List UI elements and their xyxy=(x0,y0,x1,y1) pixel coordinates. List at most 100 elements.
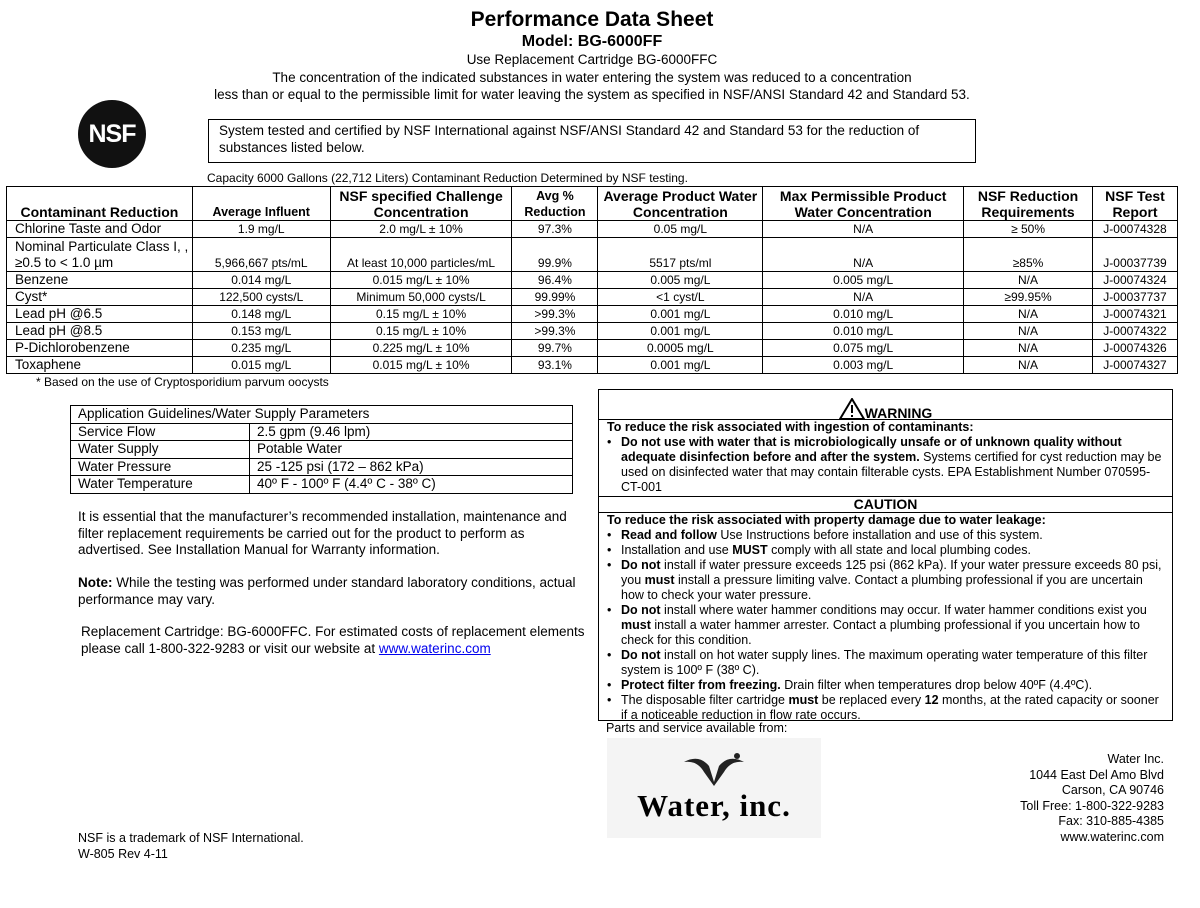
parameter-label: Service Flow xyxy=(70,422,250,441)
table-row: Lead pH @8.5 0.153 mg/L 0.15 mg/L ± 10% >99… xyxy=(6,322,1178,340)
revision-code: W-805 Rev 4-11 xyxy=(78,846,168,861)
fax-line: Fax: 310-885-4385 xyxy=(1058,814,1164,828)
table-cell: Lead pH @8.5 xyxy=(6,322,193,340)
table-cell: 93.1% xyxy=(511,356,599,374)
intro-line: less than or equal to the permissible li… xyxy=(214,87,970,102)
table-row: Lead pH @6.5 0.148 mg/L 0.15 mg/L ± 10% >99… xyxy=(6,305,1178,323)
table-cell: 0.001 mg/L xyxy=(597,356,764,374)
parameter-label: Water Temperature xyxy=(70,475,250,494)
column-header: Contaminant Reduction xyxy=(6,186,193,221)
table-cell: N/A xyxy=(963,271,1093,289)
table-cell: 0.015 mg/L ± 10% xyxy=(329,271,513,289)
parameters-title-row: Application Guidelines/Water Supply Para… xyxy=(70,405,573,424)
note-label: Note: xyxy=(78,575,113,590)
table-cell: 99.99% xyxy=(511,288,599,306)
address-line: 1044 East Del Amo Blvd xyxy=(1029,767,1164,782)
intro-text: The concentration of the indicated subst… xyxy=(0,69,1184,103)
parts-service-text: Parts and service available from: xyxy=(606,721,788,735)
table-cell: 0.015 mg/L xyxy=(191,356,331,374)
caution-item-text: install if water pressure exceeds 125 ps… xyxy=(621,558,1162,587)
table-cell: 99.7% xyxy=(511,339,599,357)
warning-item-text: Systems certified for cyst reduction may… xyxy=(621,450,1162,494)
parameter-row: Water Supply Potable Water xyxy=(70,440,573,459)
caution-intro: To reduce the risk associated with prope… xyxy=(607,513,1046,527)
table-cell: <1 cyst/L xyxy=(597,288,764,306)
table-header-row: Contaminant Reduction Average Influent NSF… xyxy=(6,186,1178,221)
warning-title: WARNING xyxy=(864,405,933,421)
table-cell: Chlorine Taste and Odor xyxy=(6,220,193,238)
trademark-note: NSF is a trademark of NSF International. xyxy=(78,831,304,845)
table-cell: 0.001 mg/L xyxy=(597,322,764,340)
table-cell: N/A xyxy=(963,356,1093,374)
replacement-cartridge-line: Use Replacement Cartridge BG-6000FFC xyxy=(466,52,718,67)
table-cell: 99.9% xyxy=(511,237,599,272)
table-cell: Lead pH @6.5 xyxy=(6,305,193,323)
table-cell: 0.003 mg/L xyxy=(762,356,965,374)
table-cell: J-00037739 xyxy=(1092,237,1178,272)
table-row: Cyst* 122,500 cysts/L Minimum 50,000 cysts… xyxy=(6,288,1178,306)
column-header: Average Product Water Concentration xyxy=(597,186,764,221)
caution-item-text: Use Instructions before installation and… xyxy=(716,528,1043,542)
table-cell: 97.3% xyxy=(511,220,599,238)
company-address: Water Inc. 1044 East Del Amo Blvd Carson… xyxy=(1020,752,1164,845)
table-cell: J-00074326 xyxy=(1092,339,1178,357)
parameter-value: Potable Water xyxy=(249,440,573,459)
water-drop-logo-icon xyxy=(684,753,744,786)
caution-item-text: Drain filter when temperatures drop belo… xyxy=(780,678,1093,692)
warning-item: Do not use with water that is microbiolo… xyxy=(607,435,1166,495)
parameter-value: 2.5 gpm (9.46 lpm) xyxy=(249,422,573,441)
contaminant-reduction-table: Contaminant Reduction Average Influent NSF… xyxy=(6,186,1178,374)
column-header: NSF Test Report xyxy=(1092,186,1178,221)
caution-item-text: must xyxy=(644,573,675,587)
parameter-value: 25 -125 psi (172 – 862 kPa) xyxy=(249,457,573,476)
table-cell: 0.014 mg/L xyxy=(191,271,331,289)
caution-item-text: Installation and use xyxy=(621,543,733,557)
parameters-table: Application Guidelines/Water Supply Para… xyxy=(70,405,573,494)
caution-item-text: must xyxy=(788,693,819,707)
capacity-text: Capacity 6000 Gallons (22,712 Liters) Co… xyxy=(207,171,688,185)
table-cell: Nominal Particulate Class I, , ≥0.5 to <… xyxy=(6,237,193,272)
caution-item-text: MUST xyxy=(732,543,768,557)
phone-line: Toll Free: 1-800-322-9283 xyxy=(1020,798,1164,813)
table-cell: Minimum 50,000 cysts/L xyxy=(329,288,513,306)
table-cell: J-00074322 xyxy=(1092,322,1178,340)
table-cell: N/A xyxy=(963,322,1093,340)
caution-item-text: The disposable filter cartridge xyxy=(621,693,789,707)
parameters-title: Application Guidelines/Water Supply Para… xyxy=(70,405,573,424)
caution-item-text: comply with all state and local plumbing… xyxy=(767,543,1031,557)
table-cell: 0.010 mg/L xyxy=(762,322,965,340)
table-cell: 0.05 mg/L xyxy=(597,220,764,238)
table-cell: 0.148 mg/L xyxy=(191,305,331,323)
intro-line: The concentration of the indicated subst… xyxy=(272,70,912,85)
model-number: Model: BG-6000FF xyxy=(521,33,663,50)
address-line: Water Inc. xyxy=(1107,752,1165,766)
website-text: www.waterinc.com xyxy=(1060,829,1165,844)
table-cell: J-00037737 xyxy=(1092,288,1178,306)
caution-item: The disposable filter cartridge must be … xyxy=(607,693,1166,723)
caution-item-text: Do not xyxy=(621,648,661,662)
parameter-label: Water Supply xyxy=(70,440,250,459)
column-header: Max Permissible Product Water Concentrat… xyxy=(762,186,965,221)
table-cell: 96.4% xyxy=(511,271,599,289)
table-cell: 0.225 mg/L ± 10% xyxy=(329,339,513,357)
page-title: Performance Data Sheet xyxy=(470,8,714,31)
table-cell: 0.153 mg/L xyxy=(191,322,331,340)
table-row: Nominal Particulate Class I, , ≥0.5 to <… xyxy=(6,237,1178,272)
caution-header: CAUTION xyxy=(599,497,1172,513)
table-cell: N/A xyxy=(963,339,1093,357)
website-link[interactable]: www.waterinc.com xyxy=(378,640,491,656)
caution-item-text: install a water hammer arrester. Contact… xyxy=(621,618,1141,647)
caution-section: To reduce the risk associated with prope… xyxy=(599,513,1172,723)
note-text: While the testing was performed under st… xyxy=(78,575,576,607)
caution-item-text: install a pressure limiting valve. Conta… xyxy=(621,573,1143,602)
caution-item: Read and follow Use Instructions before … xyxy=(607,528,1166,543)
caution-item-text: install on hot water supply lines. The m… xyxy=(621,648,1148,677)
table-cell: N/A xyxy=(762,237,965,272)
column-header: Avg % Reduction xyxy=(511,186,599,221)
table-cell: 2.0 mg/L ± 10% xyxy=(329,220,513,238)
address-line: Carson, CA 90746 xyxy=(1061,783,1164,797)
table-cell: 0.15 mg/L ± 10% xyxy=(329,305,513,323)
caution-item: Installation and use MUST comply with al… xyxy=(607,543,1166,558)
column-header: NSF specified Challenge Concentration xyxy=(329,186,513,221)
caution-item-text: be replaced every xyxy=(818,693,925,707)
